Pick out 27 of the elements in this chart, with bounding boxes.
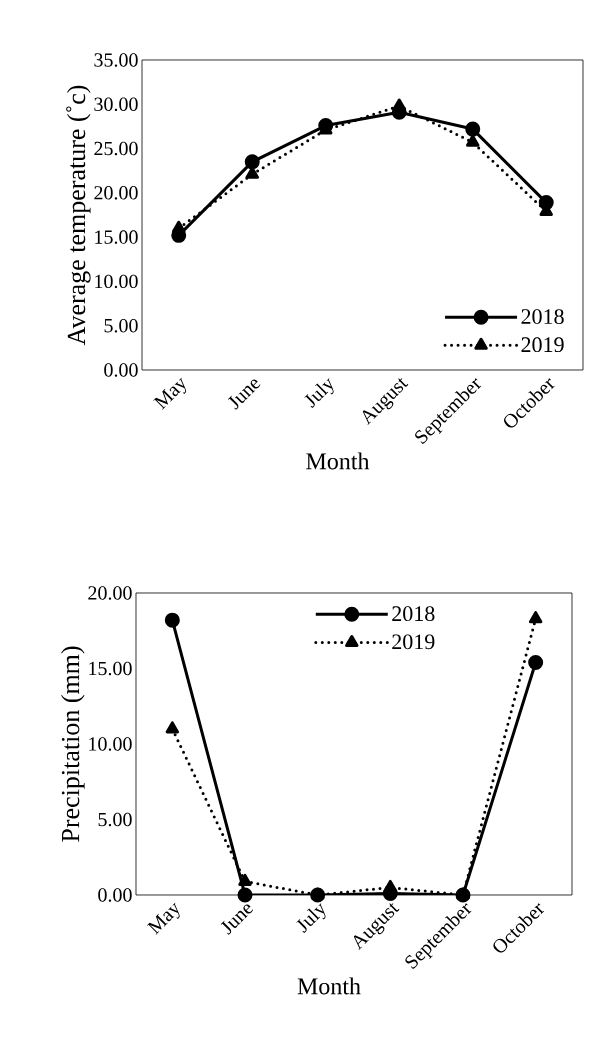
x-tick-label: May <box>146 902 180 935</box>
y-tick-label: 20.00 <box>88 586 132 600</box>
x-tick-label: July <box>296 903 326 934</box>
y-tick-label: 5.00 <box>98 812 132 827</box>
legend-label: 2019 <box>521 337 564 353</box>
x-tick-label: July <box>304 378 334 409</box>
y-tick-label: 35.00 <box>94 53 138 67</box>
y-tick-label: 0.00 <box>104 363 138 377</box>
y-tick-label: 20.00 <box>94 186 138 200</box>
legend-label: 2018 <box>392 606 435 622</box>
y-tick-label: 30.00 <box>94 97 138 112</box>
x-tick-label: June <box>227 379 261 410</box>
y-axis-title: Average temperature (˚c) <box>66 85 91 346</box>
legend-label: 2019 <box>392 634 435 650</box>
x-tick-label: June <box>220 904 254 935</box>
y-tick-label: 15.00 <box>95 230 138 244</box>
x-axis-title: Month <box>297 977 361 995</box>
x-tick-label: May <box>153 377 187 410</box>
legend-label: 2018 <box>521 309 564 324</box>
y-tick-label: 15.00 <box>89 661 132 676</box>
y-tick-label: 0.00 <box>98 888 132 902</box>
y-tick-label: 10.00 <box>95 274 138 289</box>
y-tick-label: 10.00 <box>89 737 132 751</box>
y-tick-label: 5.00 <box>104 318 138 333</box>
x-axis-title: Month <box>306 452 370 470</box>
y-tick-label: 25.00 <box>94 141 138 156</box>
y-axis-title: Precipitation (mm) <box>61 646 85 842</box>
